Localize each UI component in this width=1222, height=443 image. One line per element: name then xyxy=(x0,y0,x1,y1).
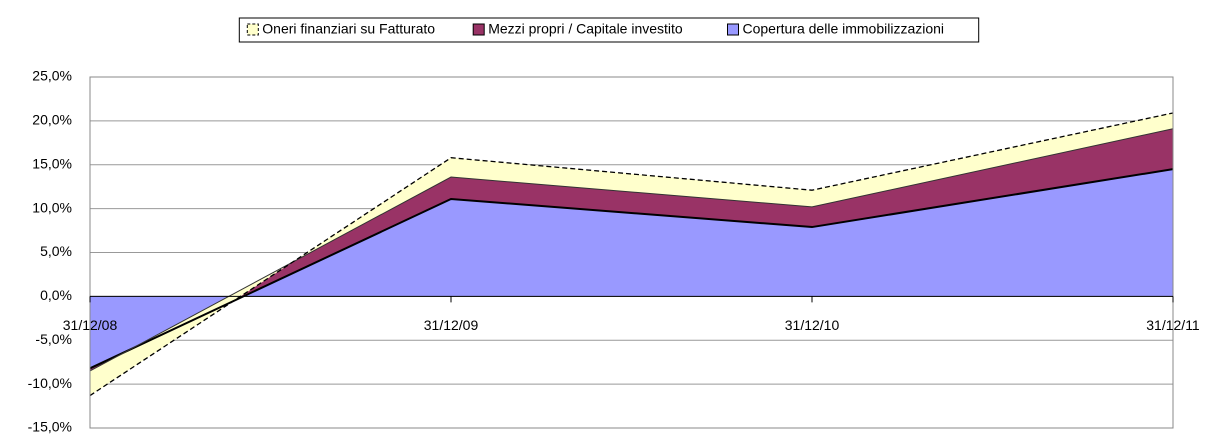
x-tick-label: 31/12/08 xyxy=(63,317,118,333)
y-tick-label: 5,0% xyxy=(40,243,72,259)
y-tick-label: 20,0% xyxy=(32,112,72,128)
legend-swatch xyxy=(472,23,485,36)
legend-swatch xyxy=(246,23,259,36)
area-top-line xyxy=(89,168,1174,370)
area-top-line xyxy=(89,112,1174,397)
area-fill xyxy=(90,128,1173,371)
y-tick-label: 25,0% xyxy=(32,68,72,84)
legend-label: Oneri finanziari su Fatturato xyxy=(262,21,435,37)
y-tick-label: -15,0% xyxy=(28,419,72,435)
y-tick-label: -5,0% xyxy=(35,331,72,347)
y-tick-label: 15,0% xyxy=(32,155,72,171)
y-tick-label: 0,0% xyxy=(40,287,72,303)
y-tick-label: -10,0% xyxy=(28,375,72,391)
area-fill xyxy=(90,169,1173,369)
area-fill xyxy=(90,112,1173,396)
plot-border xyxy=(89,76,1174,429)
legend-label: Mezzi propri / Capitale investito xyxy=(488,21,683,37)
legend-swatch xyxy=(727,23,739,36)
legend-box xyxy=(238,17,980,43)
area-top-line xyxy=(89,128,1174,372)
x-tick-label: 31/12/10 xyxy=(785,317,840,333)
y-tick-label: 10,0% xyxy=(32,199,72,215)
legend-label: Copertura delle immobilizzazioni xyxy=(743,21,945,37)
x-tick-label: 31/12/09 xyxy=(424,317,479,333)
x-tick-label: 31/12/11 xyxy=(1146,317,1200,333)
